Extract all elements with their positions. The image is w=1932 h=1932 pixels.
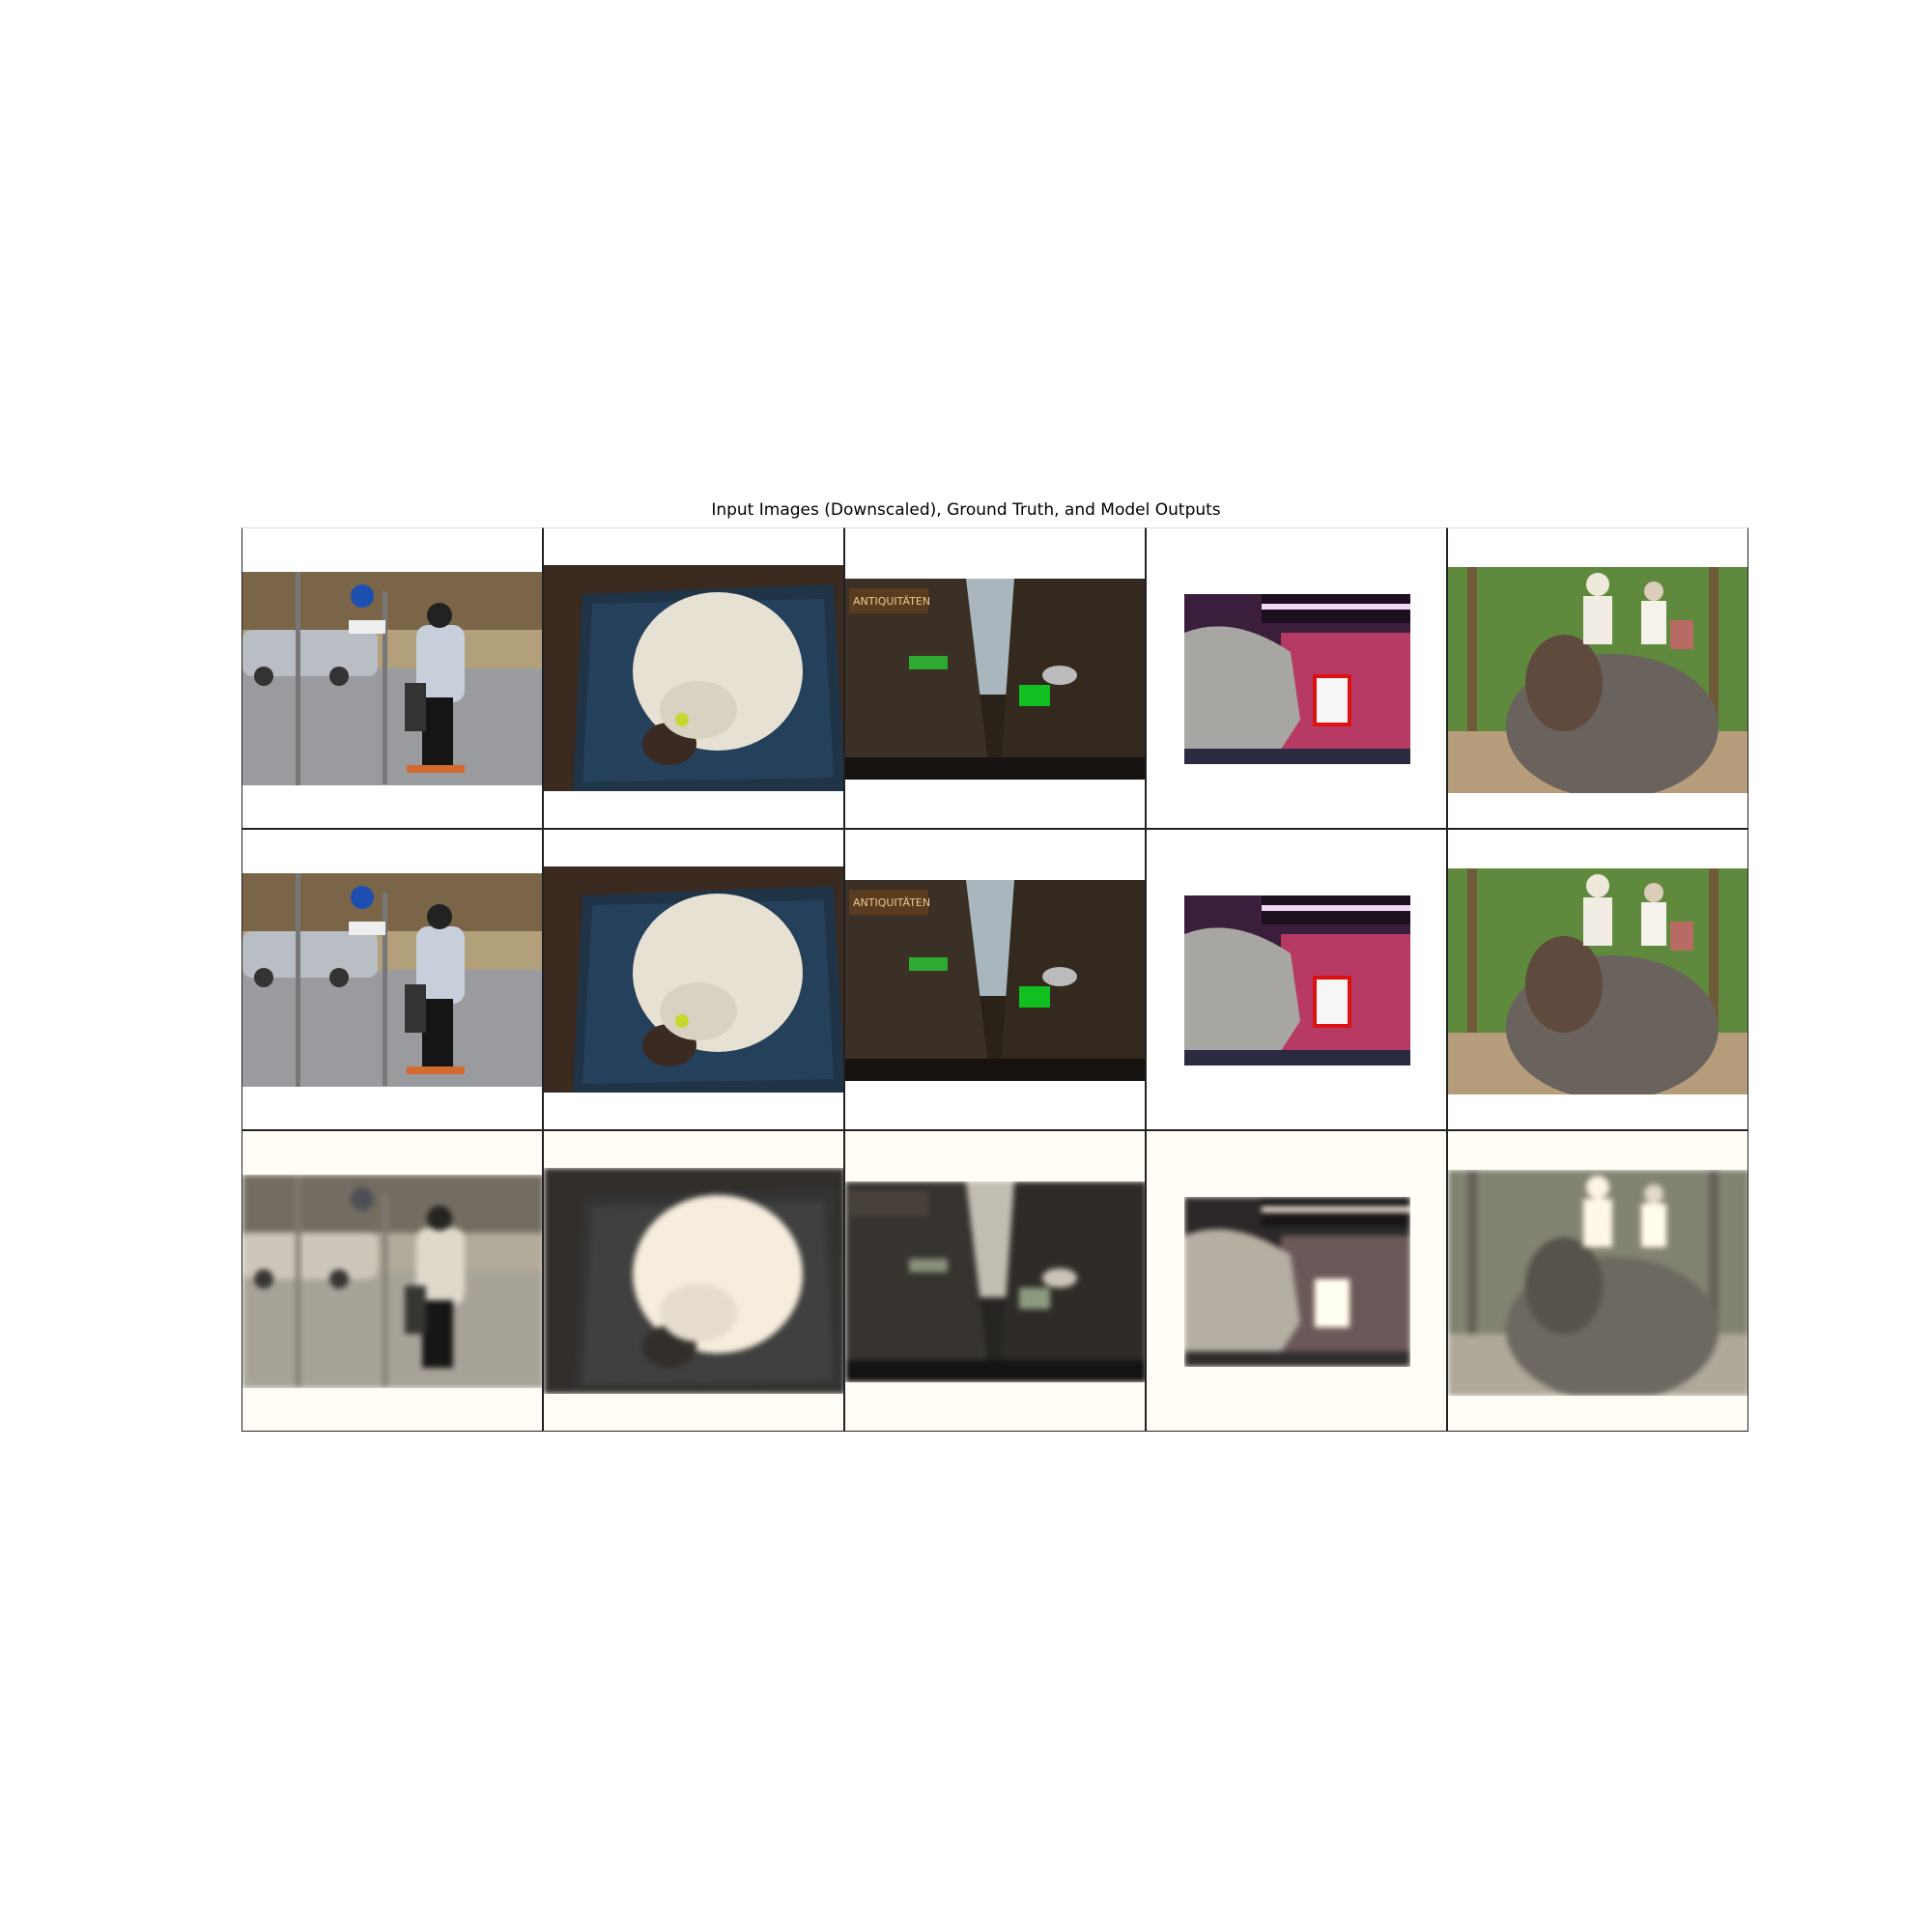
output-street-stroller (242, 1130, 543, 1432)
output-elephant-painting (1146, 1130, 1447, 1432)
input-elephant-painting (1146, 527, 1447, 829)
gt-elephant-ride (1447, 829, 1748, 1130)
input-elephant-ride (1447, 527, 1748, 829)
gt-city-street: ANTIQUITÄTEN (844, 829, 1146, 1130)
city-street-image (845, 1181, 1145, 1382)
elephant-ride-image (1448, 567, 1747, 793)
elephant-painting-image (1184, 895, 1410, 1065)
street-stroller-image (242, 873, 542, 1087)
siamese-cat-image (544, 565, 843, 791)
elephant-painting-image (1184, 594, 1410, 764)
city-street-image: ANTIQUITÄTEN (845, 880, 1145, 1081)
elephant-painting-image (1184, 1197, 1410, 1367)
figure-title: Input Images (Downscaled), Ground Truth,… (711, 500, 1221, 520)
gt-siamese-cat (543, 829, 844, 1130)
siamese-cat-image (544, 867, 843, 1093)
elephant-ride-image (1448, 1170, 1747, 1396)
output-city-street (844, 1130, 1146, 1432)
output-elephant-ride (1447, 1130, 1748, 1432)
elephant-ride-image (1448, 868, 1747, 1094)
output-siamese-cat (543, 1130, 844, 1432)
sign-antiquitaeten: ANTIQUITÄTEN (853, 896, 930, 909)
gt-elephant-painting (1146, 829, 1447, 1130)
sign-antiquitaeten: ANTIQUITÄTEN (853, 595, 930, 608)
street-stroller-image (242, 572, 542, 785)
street-stroller-image (242, 1175, 542, 1388)
input-city-street: ANTIQUITÄTEN (844, 527, 1146, 829)
input-siamese-cat (543, 527, 844, 829)
gt-street-stroller (242, 829, 543, 1130)
image-grid: ANTIQUITÄTEN (242, 527, 1748, 1432)
siamese-cat-image (544, 1168, 843, 1394)
input-street-stroller (242, 527, 543, 829)
city-street-image: ANTIQUITÄTEN (845, 579, 1145, 780)
